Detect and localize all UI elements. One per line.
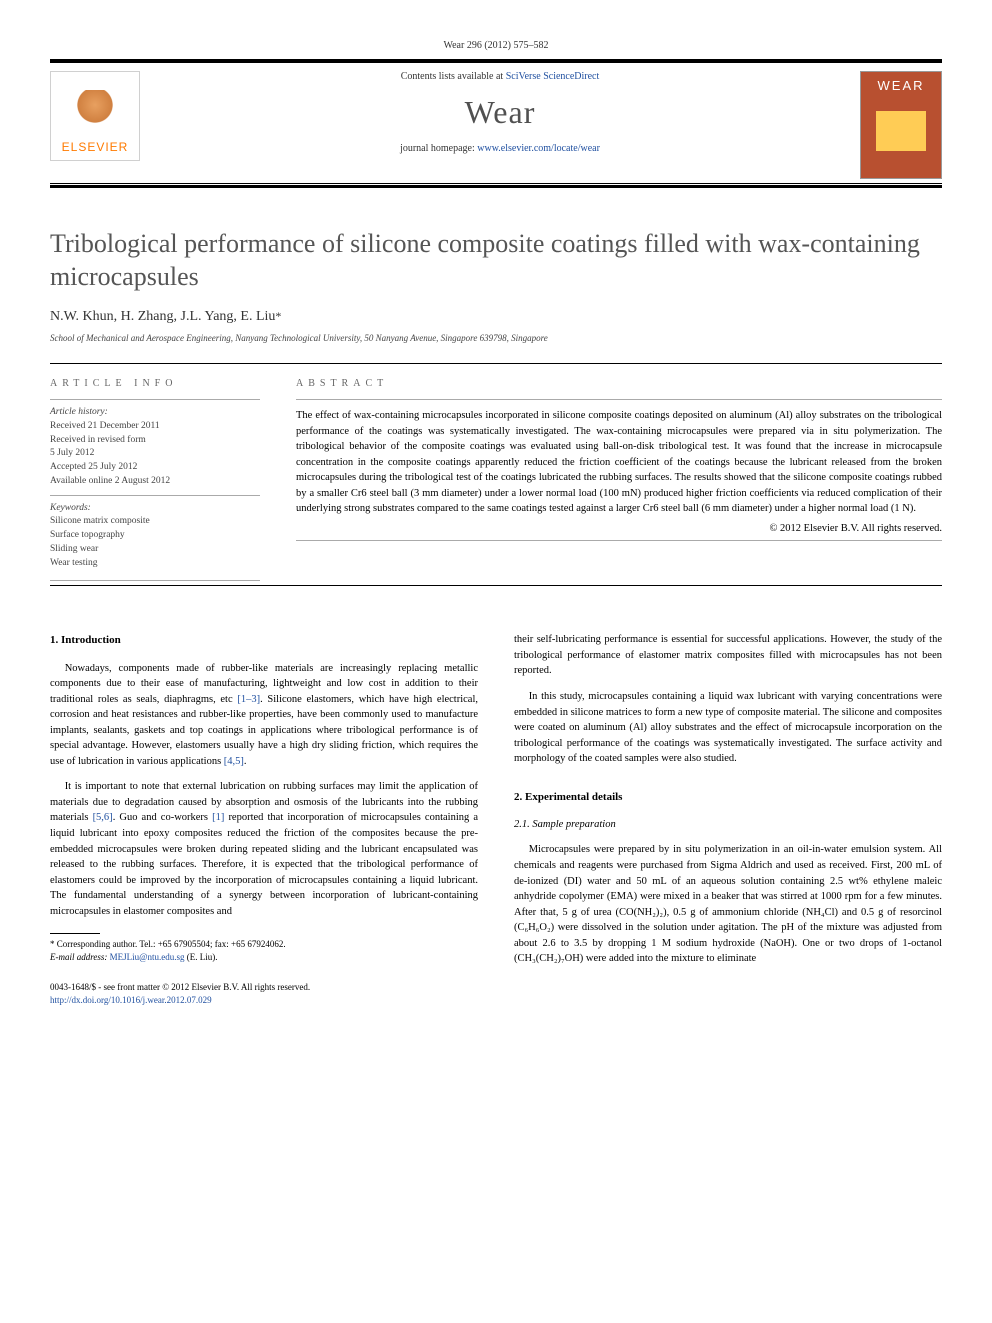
keyword: Silicone matrix composite [50, 515, 260, 529]
keywords-heading: Keywords: [50, 502, 260, 516]
front-matter-block: 0043-1648/$ - see front matter © 2012 El… [50, 981, 478, 1006]
journal-header-center: Contents lists available at SciVerse Sci… [140, 71, 860, 179]
article-history: Article history: Received 21 December 20… [50, 400, 260, 495]
experimental-paragraph-1: Microcapsules were prepared by in situ p… [514, 842, 942, 966]
footnote-rule [50, 933, 100, 934]
keyword: Surface topography [50, 529, 260, 543]
header-rule-top [50, 59, 942, 63]
keyword: Wear testing [50, 557, 260, 571]
sciencedirect-link[interactable]: SciVerse ScienceDirect [506, 71, 600, 82]
experimental-heading: 2. Experimental details [514, 789, 942, 805]
cover-graphic-icon [876, 111, 926, 151]
corresponding-author-line: * Corresponding author. Tel.: +65 679055… [50, 938, 478, 951]
cover-title: WEAR [878, 78, 925, 93]
ref-link[interactable]: [5,6] [93, 812, 113, 823]
email-link[interactable]: MEJLiu@ntu.edu.sg [110, 952, 185, 962]
abstract-label: abstract [296, 364, 942, 399]
ref-link[interactable]: [1–3] [237, 694, 260, 705]
history-line: Received in revised form [50, 434, 260, 448]
authors-list: N.W. Khun, H. Zhang, J.L. Yang, E. Liu [50, 309, 275, 324]
corresponding-footnote: * Corresponding author. Tel.: +65 679055… [50, 938, 478, 963]
abstract-rule-top [296, 399, 942, 400]
authors: N.W. Khun, H. Zhang, J.L. Yang, E. Liu* [50, 309, 942, 325]
keyword: Sliding wear [50, 543, 260, 557]
journal-homepage-link[interactable]: www.elsevier.com/locate/wear [477, 143, 600, 154]
article-info-column: article info Article history: Received 2… [50, 364, 260, 581]
header-rule-mid [50, 183, 942, 184]
affiliation: School of Mechanical and Aerospace Engin… [50, 333, 942, 343]
body-columns: 1. Introduction Nowadays, components mad… [50, 632, 942, 1006]
elsevier-tree-icon [70, 90, 120, 140]
info-abstract-row: article info Article history: Received 2… [50, 363, 942, 581]
column-left: 1. Introduction Nowadays, components mad… [50, 632, 478, 1006]
journal-header: ELSEVIER Contents lists available at Sci… [50, 65, 942, 183]
abstract-column: abstract The effect of wax-containing mi… [296, 364, 942, 581]
sample-prep-heading: 2.1. Sample preparation [514, 817, 942, 833]
intro-heading: 1. Introduction [50, 632, 478, 648]
intro-paragraph-1: Nowadays, components made of rubber-like… [50, 661, 478, 770]
col2-paragraph-2: In this study, microcapsules containing … [514, 689, 942, 767]
col2-paragraph-1: their self-lubricating performance is es… [514, 632, 942, 679]
doi-link[interactable]: http://dx.doi.org/10.1016/j.wear.2012.07… [50, 995, 212, 1005]
email-paren: (E. Liu). [184, 952, 217, 962]
elsevier-logo: ELSEVIER [50, 71, 140, 161]
column-right: their self-lubricating performance is es… [514, 632, 942, 1006]
article-title: Tribological performance of silicone com… [50, 228, 942, 293]
contents-prefix: Contents lists available at [401, 71, 506, 82]
ref-link[interactable]: [4,5] [224, 756, 244, 767]
abstract-text: The effect of wax-containing microcapsul… [296, 406, 942, 517]
email-label: E-mail address: [50, 952, 110, 962]
journal-name: Wear [140, 94, 860, 131]
history-line: Available online 2 August 2012 [50, 475, 260, 489]
title-block: Tribological performance of silicone com… [50, 228, 942, 343]
elsevier-text: ELSEVIER [62, 140, 129, 160]
intro-paragraph-2: It is important to note that external lu… [50, 779, 478, 919]
abstract-rule-bottom [296, 540, 942, 541]
running-head: Wear 296 (2012) 575–582 [50, 40, 942, 51]
corresponding-mark: * [275, 309, 281, 323]
info-rule-3 [50, 580, 260, 581]
history-line: Received 21 December 2011 [50, 420, 260, 434]
info-abstract-bottom-rule [50, 585, 942, 586]
history-line: Accepted 25 July 2012 [50, 461, 260, 475]
history-heading: Article history: [50, 406, 260, 420]
abstract-copyright: © 2012 Elsevier B.V. All rights reserved… [296, 523, 942, 534]
article-info-label: article info [50, 364, 260, 399]
history-line: 5 July 2012 [50, 447, 260, 461]
front-matter-line: 0043-1648/$ - see front matter © 2012 El… [50, 981, 478, 994]
keywords-block: Keywords: Silicone matrix composite Surf… [50, 496, 260, 581]
journal-cover-thumbnail: WEAR [860, 71, 942, 179]
ref-link[interactable]: [1] [212, 812, 224, 823]
header-rule-bottom [50, 185, 942, 188]
homepage-prefix: journal homepage: [400, 143, 477, 154]
